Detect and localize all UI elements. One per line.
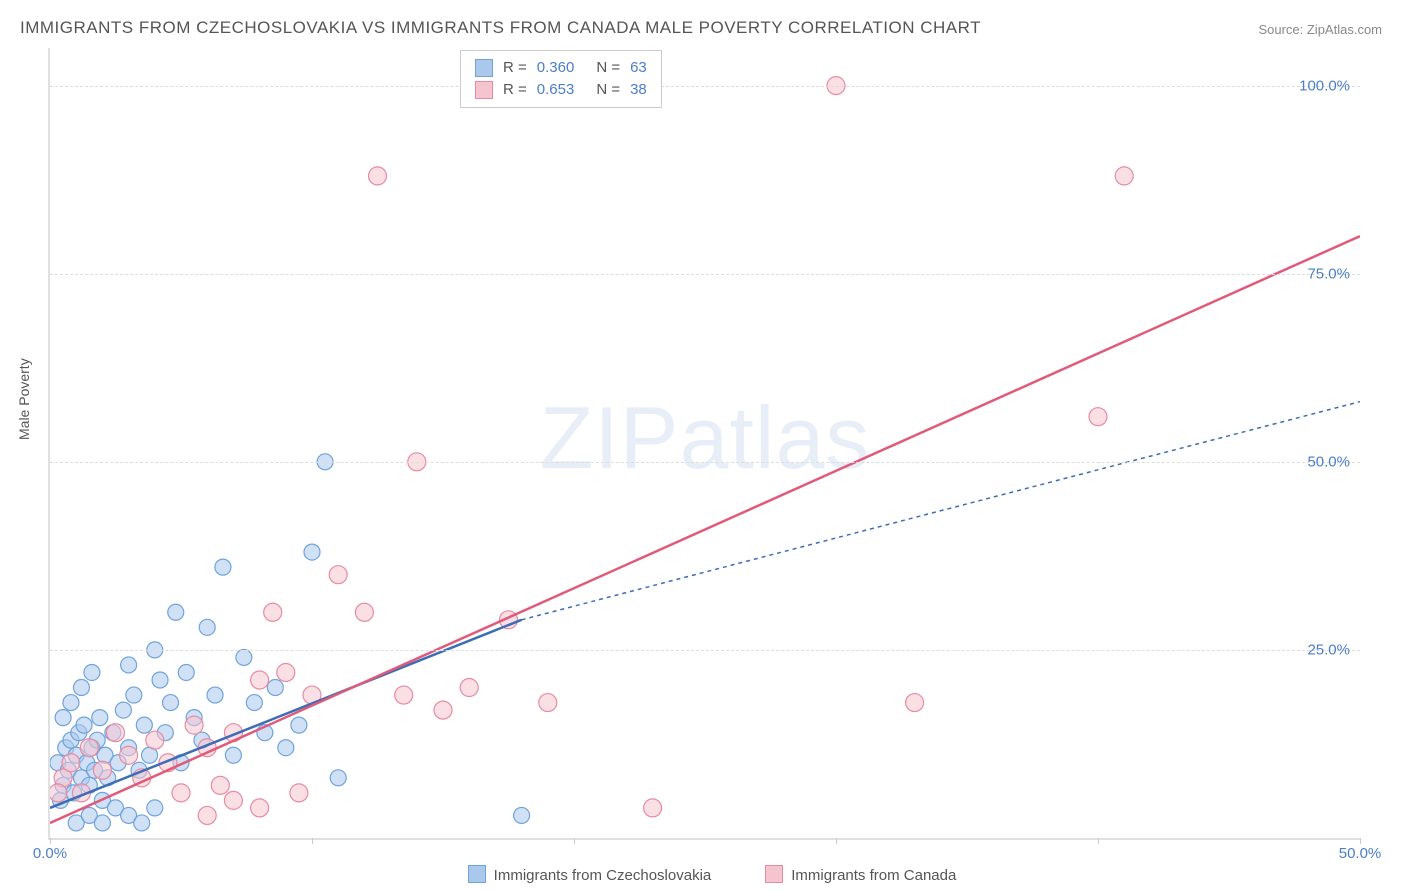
y-axis-label: Male Poverty — [16, 358, 32, 440]
legend-row: R = 0.653N = 38 — [475, 79, 647, 101]
x-tick — [1360, 838, 1361, 844]
legend-correlation: R = 0.360N = 63R = 0.653N = 38 — [460, 50, 662, 108]
y-tick-label: 25.0% — [1307, 641, 1350, 658]
legend-series: Immigrants from Czechoslovakia Immigrants… — [0, 865, 1406, 884]
legend-item: Immigrants from Czechoslovakia — [450, 867, 712, 884]
x-tick — [574, 838, 575, 844]
chart-title: IMMIGRANTS FROM CZECHOSLOVAKIA VS IMMIGR… — [20, 18, 981, 38]
gridline — [50, 462, 1360, 463]
gridline — [50, 650, 1360, 651]
legend-item: Immigrants from Canada — [747, 867, 956, 884]
x-tick — [312, 838, 313, 844]
x-tick — [50, 838, 51, 844]
x-tick-label: 50.0% — [1339, 845, 1382, 862]
x-tick-label: 0.0% — [33, 845, 67, 862]
y-tick-label: 50.0% — [1307, 453, 1350, 470]
source-label: Source: ZipAtlas.com — [1258, 22, 1382, 37]
scatter-svg — [50, 48, 1360, 838]
y-tick-label: 100.0% — [1299, 77, 1350, 94]
legend-row: R = 0.360N = 63 — [475, 57, 647, 79]
chart-plot-area: ZIPatlas 25.0%50.0%75.0%100.0%0.0%50.0% — [48, 48, 1360, 840]
x-tick — [836, 838, 837, 844]
gridline — [50, 86, 1360, 87]
x-tick — [1098, 838, 1099, 844]
y-tick-label: 75.0% — [1307, 265, 1350, 282]
gridline — [50, 274, 1360, 275]
